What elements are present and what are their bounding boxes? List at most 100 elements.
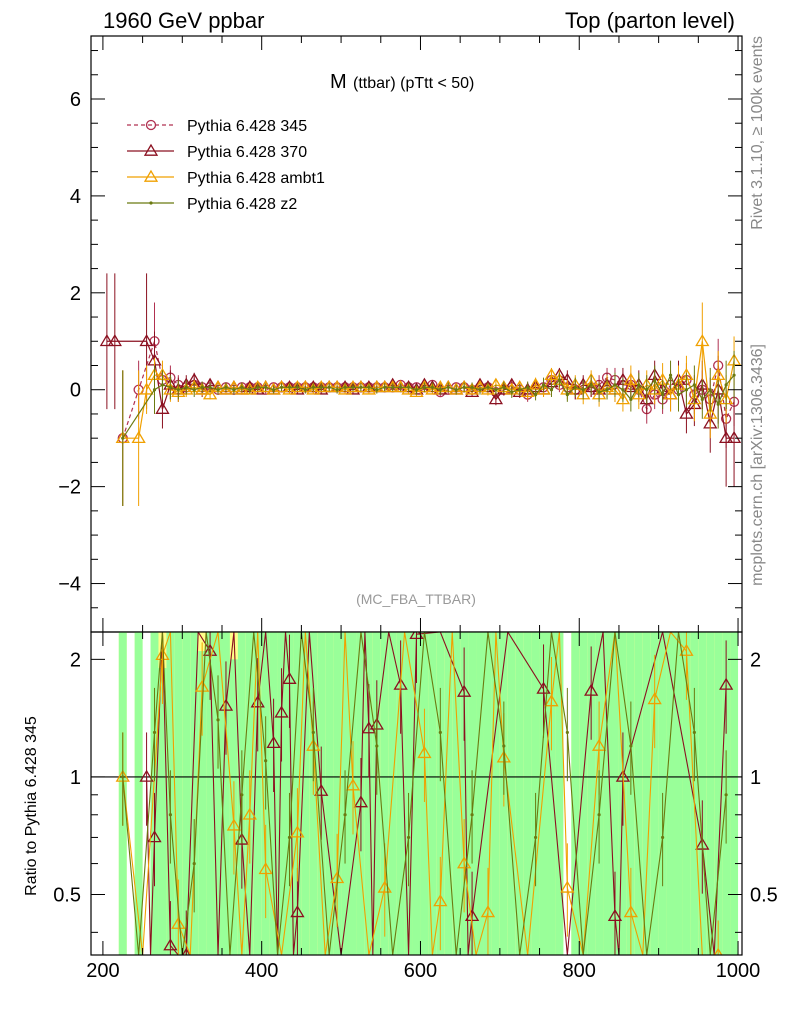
- side-mcplots-label: mcplots.cern.ch [arXiv:1306.3436]: [749, 344, 766, 586]
- x-tick-label: 800: [563, 960, 596, 982]
- band-inner: [388, 632, 397, 955]
- ratio-point: [470, 813, 474, 817]
- band-inner: [436, 632, 445, 955]
- ratio-point: [406, 835, 411, 840]
- ratio-y-tick-label: 1: [70, 767, 81, 789]
- data-point: [121, 436, 125, 440]
- ratio-plot-content: [91, 632, 742, 955]
- data-point: [502, 385, 506, 389]
- ratio-point: [345, 778, 361, 791]
- ratio-y-axis: 0.5 0.5 1 1 2 2: [53, 649, 778, 933]
- data-point: [256, 385, 260, 389]
- data-point: [518, 388, 522, 392]
- band-inner: [539, 632, 548, 955]
- band-inner: [698, 632, 707, 955]
- data-point: [406, 385, 411, 389]
- data-point: [684, 388, 689, 392]
- band-inner: [714, 632, 723, 955]
- legend-marker: [143, 143, 159, 156]
- y-tick-label: 4: [70, 186, 81, 208]
- ratio-point: [121, 775, 125, 779]
- ratio-point: [240, 793, 244, 797]
- ratio-series-line: [146, 632, 727, 955]
- band-inner: [674, 632, 683, 955]
- band-inner: [603, 632, 612, 955]
- data-point: [621, 388, 625, 392]
- data-point: [637, 383, 641, 387]
- ratio-point: [433, 894, 448, 907]
- ratio-point: [147, 830, 162, 843]
- ratio-point: [343, 813, 347, 817]
- band-inner: [269, 632, 278, 955]
- data-point: [359, 385, 363, 389]
- band-inner: [706, 632, 715, 955]
- ratio-y-tick-label: 0.5: [53, 885, 81, 907]
- data-point: [520, 384, 535, 397]
- ratio-point: [502, 744, 506, 748]
- band-inner: [666, 632, 675, 955]
- data-point: [287, 385, 292, 389]
- band-inner: [634, 632, 643, 955]
- data-point: [335, 388, 339, 392]
- data-point: [232, 388, 236, 392]
- x-tick-label: 1000: [716, 960, 761, 982]
- y-tick-label: 2: [70, 283, 81, 305]
- data-point: [526, 385, 530, 389]
- ratio-point: [565, 730, 569, 735]
- data-point: [264, 385, 268, 389]
- data-point: [224, 385, 228, 389]
- data-point: [541, 383, 546, 387]
- band-inner: [364, 632, 373, 955]
- legend-label: Pythia 6.428 345: [187, 118, 307, 135]
- data-point: [446, 385, 450, 389]
- ratio-point: [718, 677, 734, 690]
- legend-marker: [143, 169, 159, 182]
- legend: Pythia 6.428 345 Pythia 6.428 370 Pythia 6…: [127, 118, 325, 213]
- ratio-point: [456, 684, 472, 697]
- plot-title-main: M: [330, 71, 347, 93]
- band-inner: [507, 632, 516, 955]
- legend-item: Pythia 6.428 345: [127, 118, 307, 135]
- band-inner: [587, 632, 596, 955]
- data-point: [192, 388, 196, 392]
- legend-label: Pythia 6.428 ambt1: [187, 170, 325, 187]
- data-point: [351, 385, 355, 389]
- band-inner: [452, 632, 461, 955]
- ratio-point: [375, 744, 379, 748]
- ratio-point: [591, 738, 607, 751]
- data-point: [544, 367, 559, 381]
- band-inner: [650, 632, 659, 955]
- data-point: [258, 380, 273, 393]
- data-point: [726, 430, 742, 444]
- data-point: [155, 401, 170, 414]
- ratio-point: [597, 813, 601, 817]
- ratio-point: [480, 905, 496, 918]
- data-point: [345, 380, 361, 393]
- ratio-point: [629, 744, 633, 748]
- legend-marker: [145, 119, 157, 131]
- main-plot-content: [99, 273, 742, 507]
- data-point: [708, 388, 712, 392]
- data-point: [692, 383, 696, 387]
- ratio-y-tick-label-right: 0.5: [750, 885, 778, 907]
- ratio-point: [584, 683, 599, 696]
- band-inner: [555, 632, 564, 955]
- data-point: [377, 380, 392, 393]
- data-point: [589, 383, 593, 387]
- ratio-point: [560, 880, 575, 893]
- data-point: [679, 406, 694, 419]
- data-point: [383, 385, 387, 389]
- data-point: [176, 388, 180, 392]
- ratio-point: [533, 835, 538, 840]
- data-point: [391, 385, 395, 389]
- ratio-point: [536, 681, 551, 694]
- band-inner: [428, 632, 437, 955]
- watermark-label: (MC_FBA_TTBAR): [356, 591, 476, 607]
- ratio-point: [438, 730, 442, 735]
- band-inner: [571, 632, 580, 955]
- legend-label: Pythia 6.428 z2: [187, 196, 297, 213]
- band-inner: [579, 632, 588, 955]
- band-inner: [682, 632, 691, 955]
- x-tick-label: 200: [86, 960, 119, 982]
- data-point: [661, 392, 665, 397]
